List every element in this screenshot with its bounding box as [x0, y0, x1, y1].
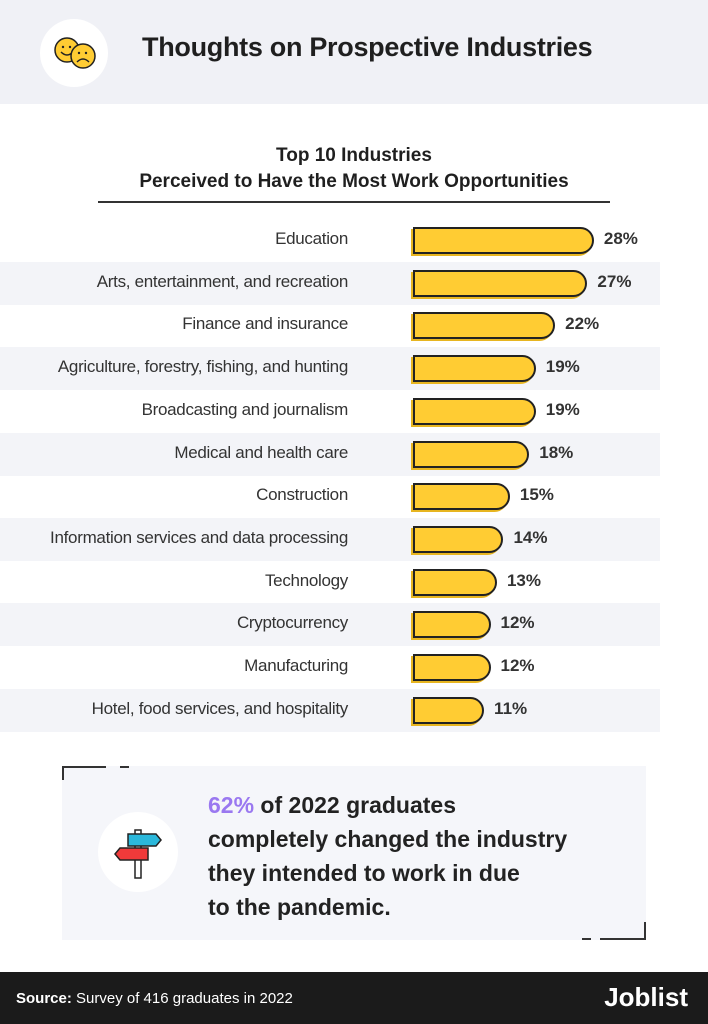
category-label: Medical and health care	[174, 442, 348, 462]
chart-title: Top 10 Industries Perceived to Have the …	[98, 143, 610, 203]
callout-line: they intended to work in due	[208, 860, 520, 886]
value-label: 19%	[545, 399, 580, 419]
source-text: Survey of 416 graduates in 2022	[71, 990, 293, 1007]
chart-row: Hotel, food services, and hospitality 11%	[0, 688, 660, 732]
bar	[413, 312, 556, 340]
bar	[413, 568, 497, 596]
category-label: Agriculture, forestry, fishing, and hunt…	[57, 357, 348, 377]
value-label: 22%	[565, 314, 600, 334]
value-label: 14%	[513, 527, 548, 547]
chart-row: Finance and insurance 22%	[0, 304, 660, 347]
header: Thoughts on Prospective Industries	[0, 0, 708, 104]
chart-row: Medical and health care 18%	[0, 432, 660, 476]
bar	[413, 696, 485, 724]
bar	[413, 525, 504, 553]
value-label: 12%	[500, 656, 535, 675]
category-label: Broadcasting and journalism	[141, 399, 349, 419]
corner-decoration	[120, 766, 129, 768]
value-label: 12%	[500, 613, 535, 633]
corner-decoration	[582, 938, 591, 940]
chart-row: Construction 15%	[0, 475, 660, 518]
category-label: Information services and data processing	[50, 527, 348, 547]
category-label: Construction	[256, 485, 348, 505]
category-label: Manufacturing	[244, 656, 348, 675]
source-label: Source:	[16, 990, 72, 1007]
value-label: 13%	[506, 570, 541, 590]
bar	[413, 355, 536, 383]
brand-logo: Joblist	[604, 982, 688, 1012]
value-label: 27%	[597, 271, 632, 291]
signpost-icon	[98, 812, 178, 892]
category-label: Cryptocurrency	[236, 613, 348, 633]
value-label: 15%	[519, 485, 554, 505]
bar	[413, 483, 510, 511]
chart-row: Arts, entertainment, and recreation 27%	[0, 261, 660, 305]
source-note: Source: Survey of 416 graduates in 2022	[16, 990, 293, 1007]
category-label: Finance and insurance	[182, 314, 348, 334]
bar	[413, 440, 530, 468]
category-label: Technology	[264, 570, 348, 590]
bar	[413, 397, 536, 425]
value-label: 18%	[539, 442, 574, 462]
category-label: Education	[275, 229, 348, 248]
happy-sad-faces-icon	[40, 19, 108, 87]
callout-line: completely changed the industry	[208, 826, 568, 852]
chart-row: Manufacturing 12%	[0, 646, 660, 689]
footer: Source: Survey of 416 graduates in 2022 …	[0, 972, 708, 1024]
bar	[413, 269, 588, 297]
category-label: Arts, entertainment, and recreation	[96, 271, 349, 291]
callout-line: of 2022 graduates	[254, 792, 457, 818]
value-label: 19%	[545, 357, 580, 377]
chart-row: Education 28%	[0, 219, 660, 262]
chart-title-line-1: Top 10 Industries	[276, 145, 432, 166]
corner-decoration	[62, 766, 106, 768]
callout-highlight: 62%	[208, 792, 255, 818]
callout-text: 62% of 2022 graduates completely changed…	[208, 788, 567, 924]
chart-title-line-2: Perceived to Have the Most Work Opportun…	[139, 171, 569, 192]
callout-line: to the pandemic.	[208, 894, 391, 920]
chart-row: Information services and data processing…	[0, 517, 660, 561]
chart-row: Agriculture, forestry, fishing, and hunt…	[0, 347, 660, 391]
bar	[413, 654, 491, 681]
corner-decoration	[600, 938, 646, 940]
value-label: 11%	[494, 698, 528, 718]
chart-row: Broadcasting and journalism 19%	[0, 390, 660, 433]
corner-decoration	[644, 922, 646, 940]
chart-row: Cryptocurrency 12%	[0, 603, 660, 647]
bar	[413, 227, 594, 254]
page-title: Thoughts on Prospective Industries	[142, 32, 593, 62]
category-label: Hotel, food services, and hospitality	[91, 698, 349, 718]
bar	[413, 611, 491, 639]
chart-row: Technology 13%	[0, 561, 660, 604]
value-label: 28%	[603, 229, 638, 248]
corner-decoration	[62, 766, 64, 780]
